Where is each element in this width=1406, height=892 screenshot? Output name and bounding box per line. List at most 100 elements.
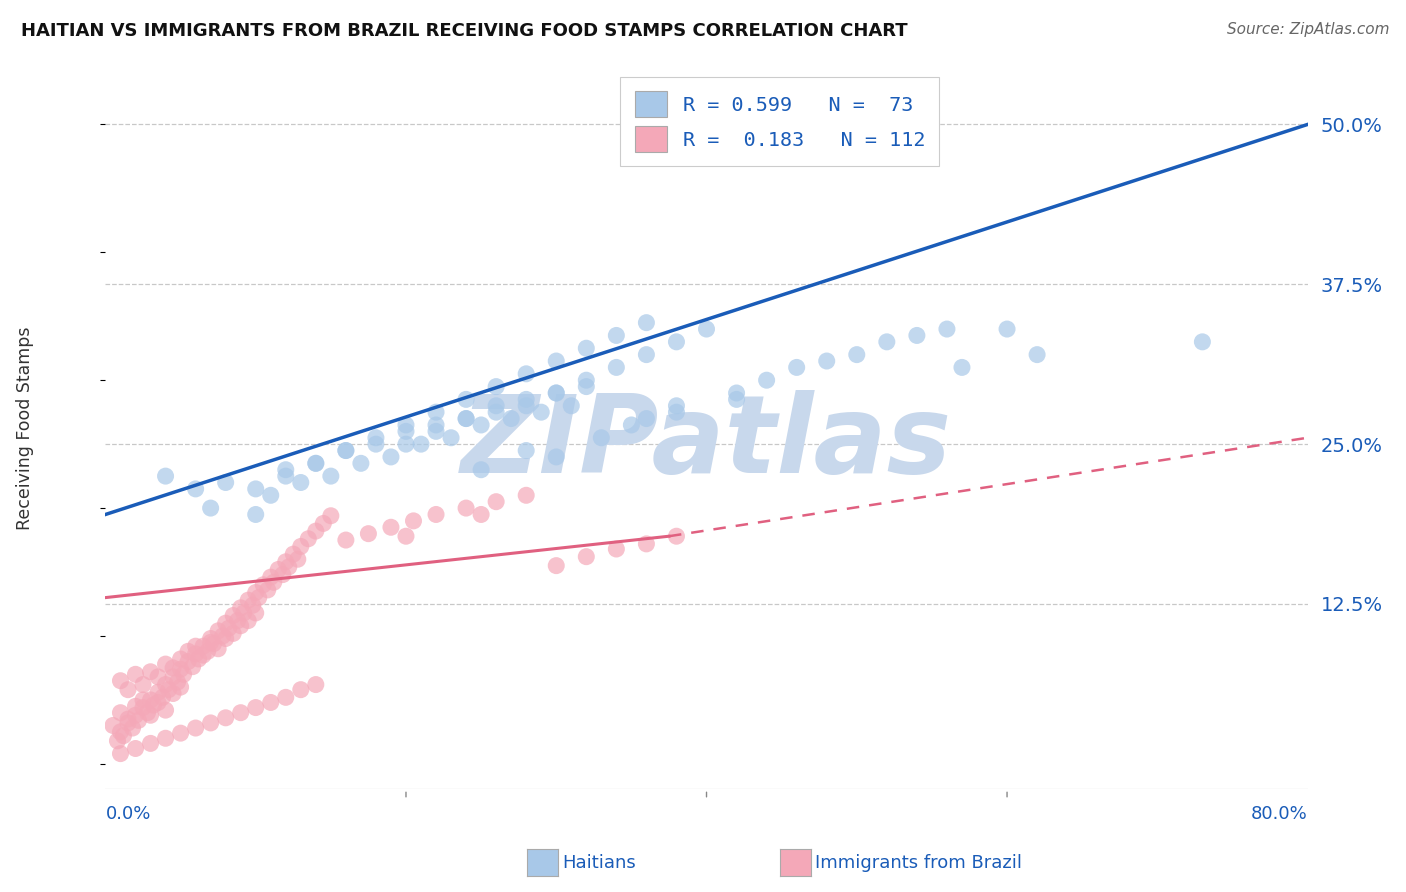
Point [214,711,236,725]
Point [575,373,598,387]
Point [267,562,290,576]
Point [636,411,658,425]
Point [283,547,305,561]
Point [245,606,267,620]
Point [117,712,139,726]
Point [845,348,868,362]
Point [242,599,264,613]
Point [229,600,252,615]
Point [454,392,477,407]
Point [815,354,838,368]
Text: 80.0%: 80.0% [1251,805,1308,822]
Point [110,706,132,720]
Point [173,667,195,681]
Point [191,648,214,662]
Point [560,399,582,413]
Point [232,606,254,620]
Point [605,541,627,556]
Point [200,715,222,730]
Point [305,456,328,470]
Point [876,334,898,349]
Text: HAITIAN VS IMMIGRANTS FROM BRAZIL RECEIVING FOOD STAMPS CORRELATION CHART: HAITIAN VS IMMIGRANTS FROM BRAZIL RECEIV… [21,22,908,40]
Point [226,614,249,628]
Point [187,652,209,666]
Point [274,469,297,483]
Point [335,443,357,458]
Point [247,591,270,605]
Point [263,575,285,590]
Point [136,706,159,720]
Point [169,652,191,666]
Point [245,700,267,714]
Point [454,501,477,516]
Point [605,328,627,343]
Point [277,560,299,574]
Point [470,508,492,522]
Point [305,456,328,470]
Point [605,360,627,375]
Text: Immigrants from Brazil: Immigrants from Brazil [815,854,1022,871]
Point [132,693,155,707]
Point [207,624,229,638]
Point [110,724,132,739]
Point [636,316,658,330]
Point [256,582,278,597]
Point [139,665,162,679]
Point [169,680,191,694]
Point [305,677,328,691]
Point [936,322,959,336]
Point [101,718,124,732]
Point [155,677,177,691]
Point [162,670,184,684]
Text: Haitians: Haitians [562,854,636,871]
Point [905,328,928,343]
Point [485,399,508,413]
Point [546,558,568,573]
Point [162,661,184,675]
Point [1191,334,1213,349]
Point [501,411,523,425]
Point [214,475,236,490]
Point [995,322,1018,336]
Point [485,494,508,508]
Point [184,647,207,661]
Point [364,431,387,445]
Point [166,675,188,690]
Point [191,639,214,653]
Point [146,670,169,684]
Point [124,667,146,681]
Point [117,682,139,697]
Point [245,508,267,522]
Text: Source: ZipAtlas.com: Source: ZipAtlas.com [1226,22,1389,37]
Point [402,514,425,528]
Point [238,593,260,607]
Point [575,379,598,393]
Point [350,456,373,470]
Point [575,549,598,564]
Point [665,334,688,349]
Point [364,437,387,451]
Point [470,417,492,432]
Point [454,411,477,425]
Text: Receiving Food Stamps: Receiving Food Stamps [17,326,34,530]
Point [515,443,537,458]
Point [260,696,283,710]
Point [139,693,162,707]
Point [297,532,319,546]
Point [725,386,748,401]
Point [124,699,146,714]
Point [395,437,418,451]
Point [271,567,294,582]
Point [530,405,553,419]
Text: 0.0%: 0.0% [105,805,150,822]
Point [274,555,297,569]
Point [112,729,135,743]
Point [132,700,155,714]
Point [786,360,808,375]
Point [425,417,447,432]
Point [950,360,973,375]
Point [200,632,222,646]
Point [696,322,718,336]
Point [110,673,132,688]
Point [169,726,191,740]
